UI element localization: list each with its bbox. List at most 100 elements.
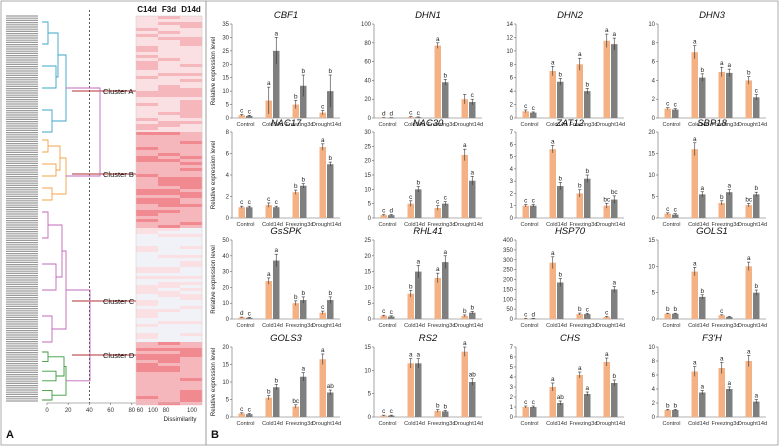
y-tick-label: 250	[503, 268, 514, 274]
bar	[407, 363, 414, 417]
heatmap-cell	[180, 31, 203, 35]
heatmap-cell	[136, 70, 159, 74]
y-tick-label: 2	[510, 191, 514, 197]
heatmap-cell	[136, 231, 159, 235]
heatmap-cell	[136, 297, 159, 301]
heatmap-column-header: C14d	[137, 5, 157, 14]
significance-label: ab	[469, 372, 477, 379]
bar	[388, 215, 395, 218]
y-tick-label: 25	[222, 49, 229, 55]
heatmap-cell	[136, 189, 159, 193]
heatmap-cell	[158, 22, 181, 26]
heatmap-cell	[180, 19, 203, 23]
y-tick-label: 2	[652, 401, 656, 407]
y-tick-label: 4	[652, 387, 656, 393]
heatmap-cell	[136, 40, 159, 44]
bar	[699, 194, 706, 218]
heatmap-cell	[158, 162, 181, 166]
bar	[584, 314, 591, 319]
y-tick-label: 5	[510, 155, 514, 161]
y-tick-label: 0	[510, 216, 514, 222]
significance-label: b	[720, 194, 724, 201]
significance-label: b	[267, 389, 271, 396]
y-tick-label: 15	[364, 270, 371, 276]
significance-label: a	[443, 249, 447, 256]
y-tick-label: 10	[648, 22, 655, 28]
y-tick-label: 5	[226, 103, 230, 109]
heatmap-cell	[136, 97, 159, 101]
x-category-label: Cold14d	[688, 323, 709, 329]
bar	[691, 371, 698, 417]
heatmap-cell	[136, 339, 159, 343]
dendro-branch	[42, 187, 53, 201]
significance-label: b	[558, 71, 562, 78]
heatmap-cell	[136, 76, 159, 80]
y-tick-label: 5	[368, 202, 372, 208]
heatmap-cell	[136, 240, 159, 244]
x-category-label: Drought14d	[454, 323, 483, 329]
heatmap-cell	[136, 115, 159, 119]
bar	[549, 387, 556, 417]
heatmap-cell	[180, 76, 203, 80]
significance-label: a	[585, 385, 589, 392]
heatmap-cell	[180, 204, 203, 208]
heatmap-cell	[180, 177, 203, 181]
y-tick-label: 5	[652, 195, 656, 201]
heatmap-cell	[136, 195, 159, 199]
heatmap-cell	[180, 303, 203, 307]
heatmap-cell	[158, 100, 181, 104]
heatmap-cell	[158, 261, 181, 265]
heatmap-cell	[136, 387, 159, 391]
y-tick-label: 0	[226, 415, 230, 421]
heatmap-cell	[136, 34, 159, 38]
bar	[691, 271, 698, 319]
heatmap-cell	[136, 46, 159, 50]
significance-label: a	[409, 352, 413, 359]
gene-title: F3'H	[702, 333, 722, 344]
y-tick-label: 0	[510, 415, 514, 421]
y-tick-label: 0	[368, 216, 372, 222]
significance-label: c	[417, 110, 421, 117]
heatmap-cell	[158, 258, 181, 262]
heatmap-cell	[180, 288, 203, 292]
heatmap-cell	[136, 282, 159, 286]
heatmap-cell	[158, 88, 181, 92]
heatmap-cell	[180, 222, 203, 226]
x-category-label: Drought14d	[312, 222, 341, 228]
bar	[327, 164, 334, 218]
heatmap-cell	[158, 297, 181, 301]
heatmap-cell	[158, 165, 181, 169]
dendro-branch	[42, 211, 49, 239]
heatmap-cell	[180, 198, 203, 202]
x-category-label: Control	[520, 421, 538, 427]
significance-label: b	[436, 403, 440, 410]
heatmap-cell	[158, 121, 181, 125]
significance-label: c	[240, 199, 244, 206]
x-category-label: Cold14d	[546, 222, 567, 228]
significance-label: b	[443, 403, 447, 410]
y-tick-label: 20	[222, 345, 229, 351]
heatmap-cell	[136, 156, 159, 160]
heatmap-cell	[136, 141, 159, 145]
bar	[611, 44, 618, 119]
heatmap-cell	[180, 267, 203, 271]
heatmap-cell	[158, 210, 181, 214]
heatmap-cell	[136, 384, 159, 388]
heatmap-cell	[180, 276, 203, 280]
heatmap-cell	[136, 318, 159, 322]
heatmap-cell	[158, 285, 181, 289]
heatmap-cell	[158, 82, 181, 86]
heatmap-cell	[136, 276, 159, 280]
heatmap-cell	[180, 153, 203, 157]
heatmap-cell	[136, 237, 159, 241]
bar-panel-cbf1: CBF1 0 5 10 15 20 25 30 35 Relative expression le…	[210, 10, 341, 128]
heatmap-cell	[180, 70, 203, 74]
significance-label: a	[321, 137, 325, 144]
y-tick-label: 10	[506, 49, 513, 55]
heatmap-cell	[158, 279, 181, 283]
heatmap-cell	[180, 144, 203, 148]
y-tick-label: 0	[368, 116, 372, 122]
bar	[461, 99, 468, 118]
heatmap-cell	[180, 237, 203, 241]
